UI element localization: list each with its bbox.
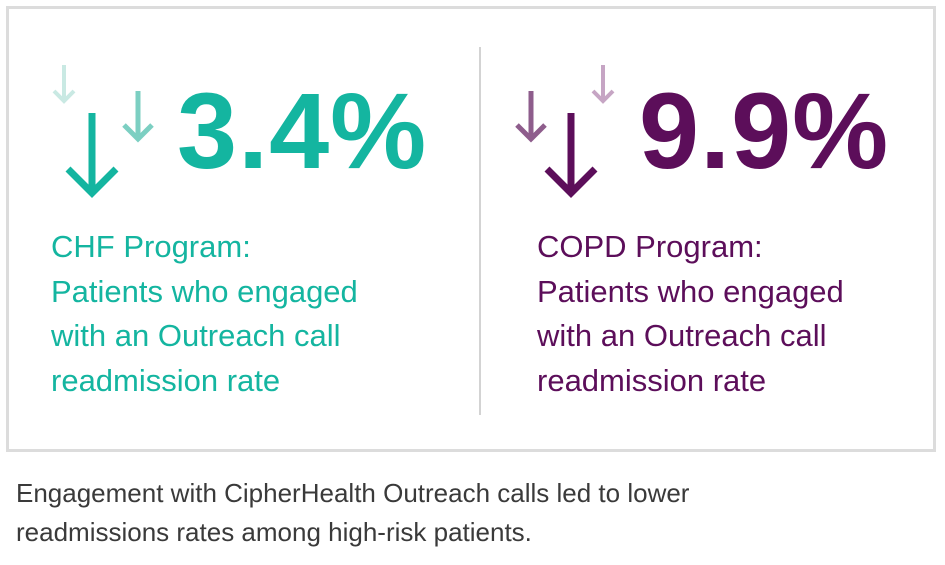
chf-stat-value: 3.4%	[177, 70, 428, 191]
copd-stat-value: 9.9%	[639, 70, 890, 191]
down-arrows-icon	[515, 65, 615, 198]
panel-divider	[479, 47, 481, 415]
caption-line: readmissions rates among high-risk patie…	[16, 517, 532, 547]
chf-description: CHF Program: Patients who engaged with a…	[51, 225, 358, 403]
chf-desc-line: readmission rate	[51, 362, 281, 398]
copd-desc-line: readmission rate	[537, 362, 767, 398]
chf-desc-line: CHF Program:	[51, 229, 251, 264]
chf-desc-line: with an Outreach call	[51, 318, 341, 353]
down-arrows-icon	[52, 65, 154, 198]
copd-panel: 9.9% COPD Program: Patients who engaged …	[479, 9, 935, 449]
caption-line: Engagement with CipherHealth Outreach ca…	[16, 478, 690, 508]
copd-desc-line: Patients who engaged	[537, 273, 844, 309]
copd-desc-line: with an Outreach call	[537, 318, 827, 353]
stats-card: 3.4% CHF Program: Patients who engaged w…	[6, 6, 936, 452]
chf-desc-line: Patients who engaged	[51, 273, 358, 309]
chf-panel: 3.4% CHF Program: Patients who engaged w…	[9, 9, 477, 449]
caption: Engagement with CipherHealth Outreach ca…	[16, 474, 926, 552]
copd-desc-line: COPD Program:	[537, 229, 763, 264]
copd-description: COPD Program: Patients who engaged with …	[537, 225, 844, 403]
